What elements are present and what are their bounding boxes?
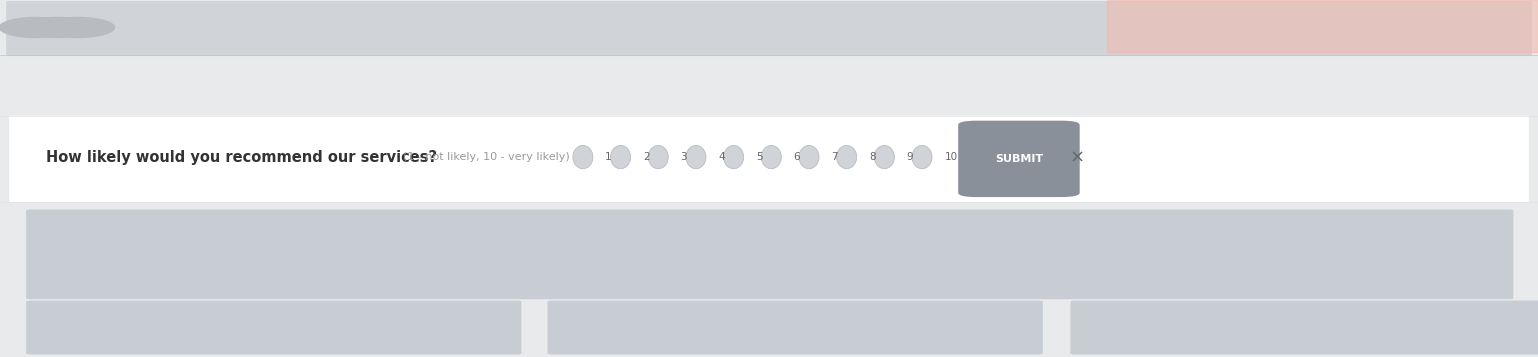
Ellipse shape bbox=[649, 146, 667, 169]
FancyBboxPatch shape bbox=[548, 301, 1043, 355]
Ellipse shape bbox=[20, 17, 94, 38]
Text: 8: 8 bbox=[869, 152, 875, 162]
Ellipse shape bbox=[874, 146, 894, 169]
Text: 5: 5 bbox=[757, 152, 763, 162]
FancyBboxPatch shape bbox=[26, 301, 521, 355]
Text: 2: 2 bbox=[643, 152, 649, 162]
Text: 10: 10 bbox=[944, 152, 958, 162]
Text: 1: 1 bbox=[606, 152, 612, 162]
Text: SUBMIT: SUBMIT bbox=[995, 154, 1043, 164]
Ellipse shape bbox=[0, 17, 72, 38]
Text: How likely would you recommend our services?: How likely would you recommend our servi… bbox=[46, 150, 437, 165]
Text: 7: 7 bbox=[831, 152, 838, 162]
Text: 9: 9 bbox=[906, 152, 914, 162]
FancyBboxPatch shape bbox=[9, 116, 1529, 202]
FancyBboxPatch shape bbox=[6, 1, 1532, 56]
Ellipse shape bbox=[686, 146, 706, 169]
Ellipse shape bbox=[912, 146, 932, 169]
Ellipse shape bbox=[574, 146, 594, 169]
Ellipse shape bbox=[611, 146, 631, 169]
Text: 3: 3 bbox=[681, 152, 687, 162]
Ellipse shape bbox=[837, 146, 857, 169]
Text: (1 - not likely, 10 - very likely): (1 - not likely, 10 - very likely) bbox=[403, 152, 569, 162]
FancyBboxPatch shape bbox=[1070, 301, 1538, 355]
Ellipse shape bbox=[800, 146, 818, 169]
FancyBboxPatch shape bbox=[26, 210, 1513, 299]
Ellipse shape bbox=[42, 17, 115, 38]
Text: 4: 4 bbox=[718, 152, 724, 162]
FancyBboxPatch shape bbox=[958, 121, 1080, 197]
Ellipse shape bbox=[761, 146, 781, 169]
Ellipse shape bbox=[724, 146, 744, 169]
Text: 6: 6 bbox=[794, 152, 800, 162]
Text: ×: × bbox=[1069, 148, 1084, 166]
